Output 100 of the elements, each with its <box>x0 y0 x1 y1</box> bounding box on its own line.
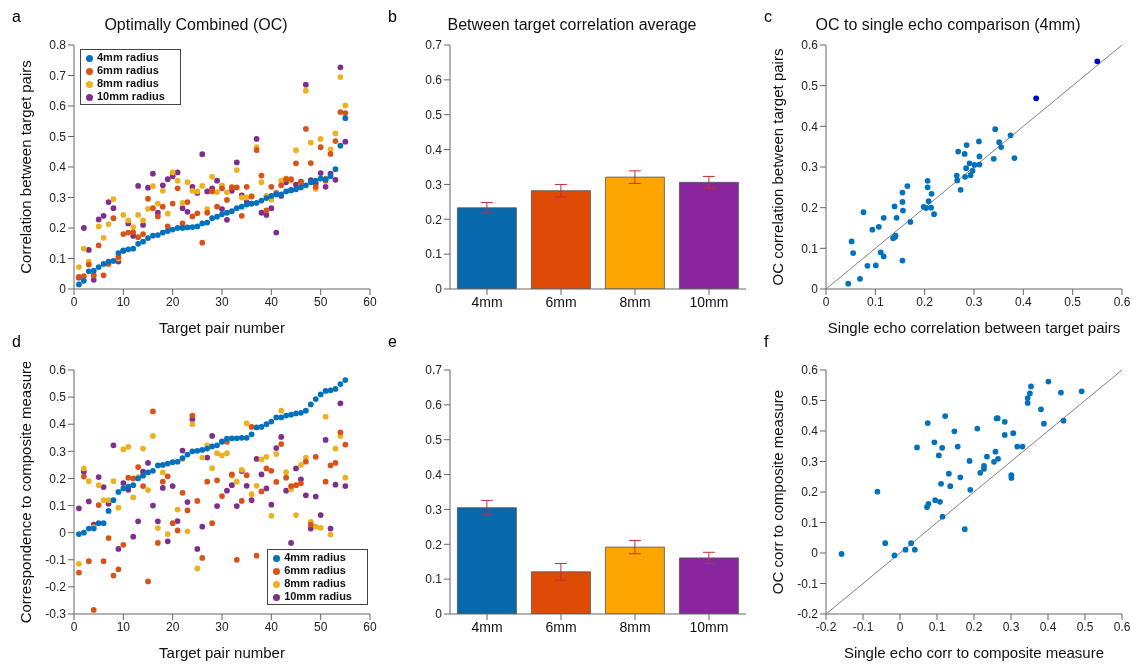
y-tick-label: 0.5 <box>801 78 819 93</box>
text: e <box>388 333 397 351</box>
y-tick-label: -0.2 <box>797 607 819 622</box>
x-tick-label: 50 <box>313 619 328 634</box>
legend-label: 10mm radius <box>284 590 352 602</box>
y-tick-label: -0.2 <box>45 580 67 595</box>
x-tick-label: 0.1 <box>928 619 946 634</box>
y-tick-label: 0.5 <box>49 390 67 405</box>
x-tick-label: 10 <box>116 294 131 309</box>
y-tick-label: 0.1 <box>801 515 819 530</box>
x-tick-label: 10mm <box>689 618 729 635</box>
y-tick-label: 0.7 <box>425 363 443 378</box>
x-axis-title: Single echo corr to composite measure <box>843 644 1105 661</box>
x-tick-label: 60 <box>363 294 377 309</box>
y-tick-label: 0.5 <box>49 129 67 144</box>
y-axis-title: Correlation between target pairs <box>17 60 35 274</box>
y-tick-label: 0.6 <box>801 38 819 53</box>
y-tick-label: 0.1 <box>49 251 67 266</box>
legend-label: 4mm radius <box>284 551 346 563</box>
legend-label: 6mm radius <box>284 564 346 576</box>
y-tick-label: 0.7 <box>425 38 443 53</box>
x-tick-label: 0 <box>896 619 904 634</box>
y-tick-label: 0.6 <box>49 99 67 114</box>
y-tick-label: 0.4 <box>801 424 819 439</box>
x-tick-label: 0.6 <box>1113 294 1131 309</box>
x-tick-label: 0.4 <box>1039 619 1057 634</box>
x-tick-label: 0 <box>70 294 78 309</box>
y-tick-label: 0.1 <box>801 241 819 256</box>
x-tick-label: 10mm <box>689 293 729 310</box>
x-tick-label: 40 <box>264 619 279 634</box>
y-tick-label: 0.5 <box>425 432 443 447</box>
x-tick-label: 6mm <box>545 618 577 635</box>
y-tick-label: -0.1 <box>45 553 67 568</box>
y-tick-label: 0.3 <box>801 454 819 469</box>
x-axis-title: Target pair number <box>159 644 285 661</box>
y-tick-label: 0 <box>59 282 67 297</box>
x-tick-label: 30 <box>215 619 229 634</box>
x-tick-label: 8mm <box>619 293 651 310</box>
y-tick-label: 0.6 <box>801 363 819 378</box>
x-tick-label: 4mm <box>471 618 503 635</box>
y-tick-label: 0.3 <box>425 177 443 192</box>
x-tick-label: 4mm <box>471 293 503 310</box>
y-tick-label: 0.6 <box>425 73 443 88</box>
y-tick-label: -0.3 <box>45 607 67 622</box>
y-tick-label: 0.2 <box>49 221 67 236</box>
legend-label: 10mm radius <box>97 90 165 102</box>
x-tick-label: 6mm <box>545 293 577 310</box>
x-tick-label: 0.3 <box>965 294 983 309</box>
x-tick-label: 8mm <box>619 618 651 635</box>
x-tick-label: 0.3 <box>1002 619 1020 634</box>
x-tick-label: 0.4 <box>1014 294 1032 309</box>
y-tick-label: -0.1 <box>797 576 819 591</box>
x-axis-title: Target pair number <box>159 319 285 336</box>
y-axis-title: OC corr to composite measure <box>769 389 787 595</box>
y-tick-label: 0.3 <box>49 190 67 205</box>
y-tick-label: 0 <box>435 607 443 622</box>
y-axis-title: OC correlation between target pairs <box>769 48 787 286</box>
y-tick-label: 0.4 <box>425 467 443 482</box>
x-tick-label: 60 <box>363 619 377 634</box>
y-tick-label: 0.3 <box>801 160 819 175</box>
x-tick-label: 0 <box>70 619 78 634</box>
chart-title: Optimally Combined (OC) <box>104 16 288 33</box>
y-tick-label: 0.2 <box>801 485 819 500</box>
y-tick-label: 0.2 <box>425 537 443 552</box>
text: d <box>12 333 21 351</box>
x-tick-label: 20 <box>165 294 180 309</box>
y-tick-label: 0 <box>811 546 819 561</box>
x-tick-label: 40 <box>264 294 279 309</box>
y-tick-label: 0.4 <box>425 142 443 157</box>
text: b <box>388 8 397 26</box>
y-tick-label: 0.5 <box>801 393 819 408</box>
x-tick-label: 30 <box>215 294 229 309</box>
y-tick-label: 0.6 <box>49 363 67 378</box>
y-tick-label: 0.7 <box>49 68 67 83</box>
y-tick-label: 0.2 <box>425 212 443 227</box>
y-axis-title: Correspondence to composite measure <box>17 360 35 624</box>
chart-title: OC to single echo comparison (4mm) <box>815 16 1081 33</box>
text: c <box>764 8 772 26</box>
x-tick-label: 0.5 <box>1076 619 1094 634</box>
y-tick-label: 0.1 <box>49 498 67 513</box>
x-tick-label: 0.2 <box>916 294 934 309</box>
y-tick-label: 0.2 <box>49 471 67 486</box>
y-tick-label: 0.4 <box>801 119 819 134</box>
y-tick-label: 0.3 <box>425 502 443 517</box>
y-tick-label: 0 <box>811 282 819 297</box>
legend-label: 6mm radius <box>97 64 159 76</box>
y-tick-label: 0.4 <box>49 160 67 175</box>
x-tick-label: 0 <box>822 294 830 309</box>
x-tick-label: -0.1 <box>852 619 874 634</box>
text: f <box>764 333 769 351</box>
x-tick-label: 0.6 <box>1113 619 1131 634</box>
y-tick-label: 0.1 <box>425 572 443 587</box>
y-tick-label: 0.4 <box>49 417 67 432</box>
y-tick-label: 0.1 <box>425 247 443 262</box>
legend-label: 4mm radius <box>97 51 159 63</box>
x-tick-label: 0.1 <box>866 294 884 309</box>
x-tick-label: 50 <box>313 294 328 309</box>
legend-label: 8mm radius <box>97 77 159 89</box>
x-axis-title: Single echo correlation between target pairs <box>827 319 1121 336</box>
legend-label: 8mm radius <box>284 577 346 589</box>
